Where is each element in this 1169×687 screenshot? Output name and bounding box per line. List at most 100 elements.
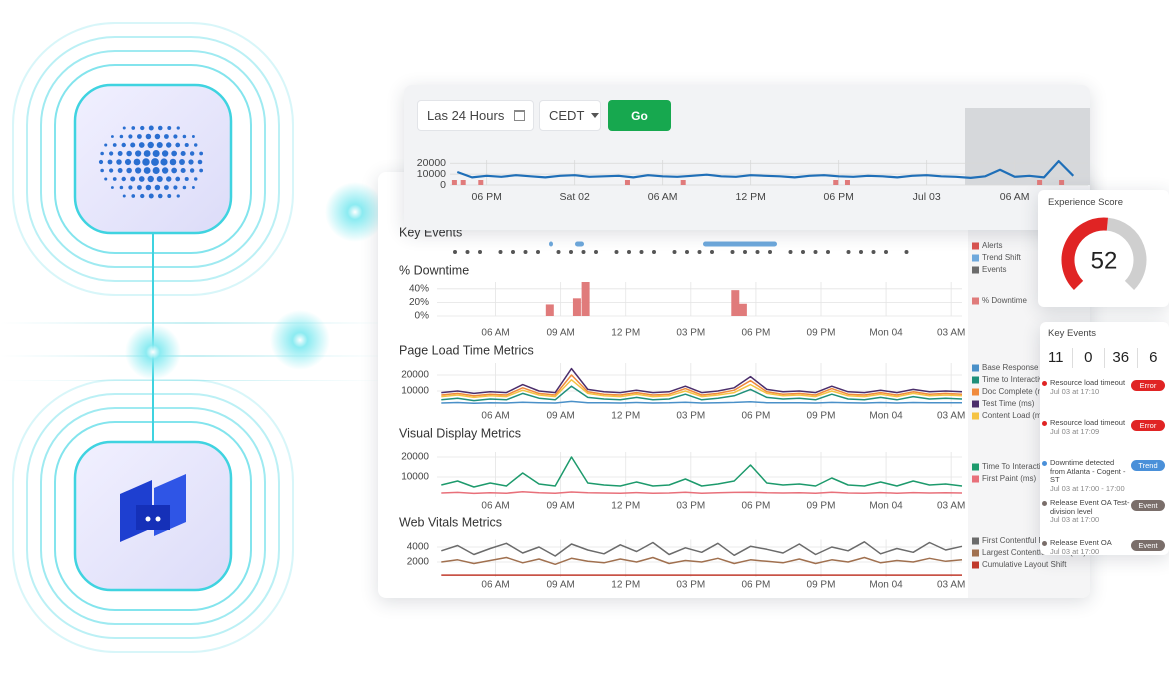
- glow: [125, 324, 181, 380]
- logo-dot: [116, 159, 122, 165]
- event-dot: [652, 250, 656, 254]
- x-tick-label: 09 AM: [546, 328, 574, 339]
- panel-title: Page Load Time Metrics: [399, 343, 534, 357]
- legend-label: First Contentful Paint (ms): [982, 536, 1075, 545]
- alert-mark: [1059, 180, 1065, 185]
- event-dot: [788, 250, 793, 254]
- logo-dot: [152, 166, 160, 175]
- logo-dot: [152, 149, 160, 158]
- logo-dot: [176, 126, 180, 130]
- x-tick-label: 09 AM: [546, 580, 574, 591]
- logo-dot: [167, 126, 172, 130]
- y-tick-label: 4000: [407, 542, 430, 553]
- x-tick-label: 09 AM: [546, 411, 574, 422]
- logo-dot: [176, 194, 180, 198]
- calendar-icon: [514, 110, 526, 121]
- event-list: Resource load timeout Jul 03 at 17:10 Erro…: [1040, 376, 1169, 555]
- y-tick-label: 2000: [407, 557, 430, 568]
- gauge: 52: [1061, 217, 1147, 291]
- x-tick-label: 12 PM: [611, 411, 640, 422]
- event-tag: Error: [1131, 380, 1165, 391]
- timezone-select[interactable]: CEDT: [539, 100, 601, 131]
- logo-dot: [184, 176, 189, 182]
- logo-dot: [154, 133, 161, 140]
- event-icon: [1042, 421, 1047, 426]
- logo-dot: [199, 151, 204, 156]
- logo-dot: [171, 167, 178, 174]
- bar: [738, 303, 747, 316]
- event-count: 6: [1149, 349, 1158, 366]
- logo-dot: [180, 150, 186, 157]
- logo-dot: [98, 159, 104, 165]
- event-title: Resource load timeout: [1050, 418, 1126, 427]
- event-tag: Trend: [1131, 460, 1165, 471]
- range-select[interactable]: Las 24 Hours: [417, 100, 534, 131]
- x-tick-label: 03 AM: [937, 328, 965, 339]
- event-count: 11: [1040, 348, 1073, 368]
- logo-dot: [119, 185, 124, 190]
- x-tick-label: Mon 04: [869, 328, 903, 339]
- event-dot: [904, 250, 909, 254]
- event-dot: [871, 250, 876, 254]
- x-tick-label: Jul 03: [913, 191, 941, 203]
- y-tick-label: 40%: [409, 283, 429, 294]
- event-dot: [465, 250, 470, 254]
- event-icon: [1042, 461, 1047, 466]
- event-text: Resource load timeout Jul 03 at 17:10: [1050, 378, 1130, 396]
- logo-dot: [138, 142, 145, 148]
- logo-dot: [109, 151, 114, 156]
- logo-dot: [194, 143, 198, 147]
- event-dot: [523, 250, 528, 254]
- event-dot: [453, 250, 457, 254]
- legend-label: Events: [982, 265, 1006, 274]
- x-tick-label: 12 PM: [611, 580, 640, 591]
- x-tick-label: 06 PM: [741, 580, 770, 591]
- y-tick-label: 20000: [417, 157, 446, 169]
- logo-dot: [117, 151, 123, 156]
- y-tick-label: 0%: [415, 311, 430, 322]
- logo-dot: [124, 158, 132, 166]
- logo-dot: [173, 134, 178, 139]
- event-dot: [511, 250, 515, 254]
- legend-label: Test Time (ms): [982, 399, 1035, 408]
- logo-dot: [100, 168, 104, 173]
- logo-dot: [175, 142, 181, 148]
- legend-swatch: [972, 297, 979, 305]
- legend-swatch: [972, 266, 979, 274]
- logo-dot: [122, 194, 126, 198]
- logo-dot: [128, 185, 133, 190]
- logo-dot: [135, 167, 142, 174]
- x-tick-label: 12 PM: [611, 328, 640, 339]
- trend-shift: [549, 241, 553, 247]
- event-title: Resource load timeout: [1050, 378, 1126, 387]
- logo-dot: [184, 142, 189, 148]
- series-line: [441, 374, 963, 397]
- logo-dot: [104, 177, 108, 181]
- event-dot: [710, 250, 714, 254]
- y-tick-label: 20000: [401, 452, 429, 463]
- x-tick-label: 06 AM: [481, 580, 509, 591]
- x-tick-label: 03 AM: [937, 411, 965, 422]
- go-button[interactable]: Go: [608, 100, 671, 131]
- logo-dot: [147, 141, 154, 149]
- logo-dot: [145, 184, 152, 191]
- x-tick-label: 09 PM: [807, 580, 836, 591]
- legend-swatch: [972, 537, 979, 545]
- legend-swatch: [972, 376, 979, 384]
- panel-title: Web Vitals Metrics: [399, 515, 502, 529]
- overview-card: 0 10000 20000 06 PM Sat 02 06 AM 12 PM 06 PM Jul…: [404, 85, 1090, 230]
- event-count: 0: [1073, 348, 1105, 368]
- event-dot: [859, 250, 863, 254]
- legend-swatch: [972, 463, 979, 471]
- range-text: Las 24 Hours: [427, 108, 505, 123]
- alert-mark: [478, 180, 484, 185]
- event-item: Resource load timeout Jul 03 at 17:09 Erro…: [1040, 416, 1169, 456]
- x-tick-label: 06 AM: [648, 191, 678, 203]
- x-tick-label: 03 PM: [676, 580, 705, 591]
- legend-label: Base Response Time (ms): [982, 363, 1077, 372]
- event-dot: [478, 250, 482, 254]
- light-line: [0, 322, 390, 324]
- logo-dot: [179, 159, 185, 165]
- glow: [325, 182, 385, 242]
